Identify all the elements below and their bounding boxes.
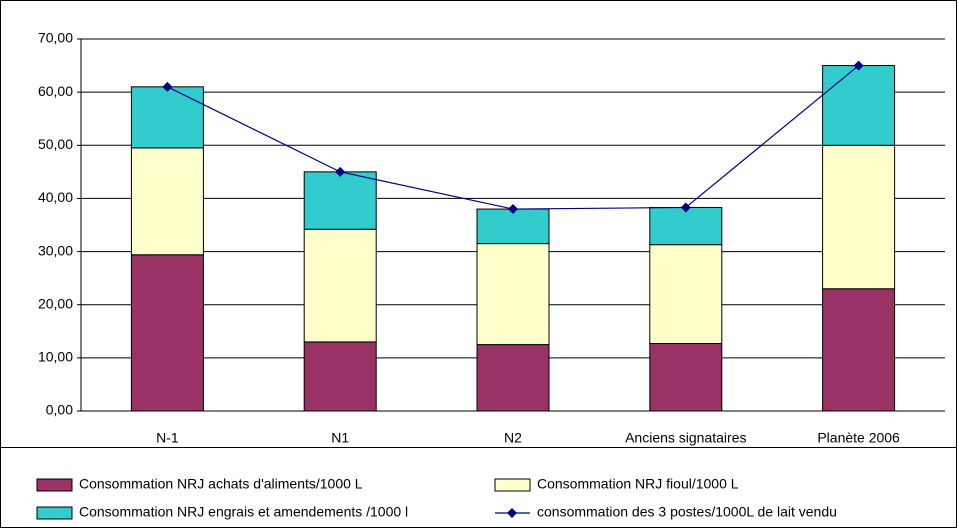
legend-label: consommation des 3 postes/1000L de lait … <box>537 504 837 520</box>
bar <box>130 254 204 412</box>
legend-marker <box>507 508 517 518</box>
x-tick-label: N-1 <box>156 430 179 446</box>
line-point <box>680 202 691 213</box>
bar <box>303 228 377 343</box>
bar <box>822 288 896 412</box>
bar <box>822 144 896 290</box>
y-tick-label: 70,00 <box>38 30 73 46</box>
legend-swatch <box>36 506 73 520</box>
legend-swatch <box>36 478 73 492</box>
bar <box>303 171 377 230</box>
line-point <box>335 166 346 177</box>
bar <box>303 341 377 412</box>
bar <box>130 86 204 149</box>
y-tick-label: 20,00 <box>38 295 73 311</box>
y-tick-label: 10,00 <box>38 349 73 365</box>
y-tick-label: 50,00 <box>38 136 73 152</box>
bar <box>649 206 723 246</box>
line-point <box>853 60 864 71</box>
bar <box>130 147 204 256</box>
bar <box>649 244 723 345</box>
bar <box>476 344 550 412</box>
legend-swatch <box>494 478 531 492</box>
legend-label: Consommation NRJ engrais et amendements … <box>79 504 408 520</box>
legend-label: Consommation NRJ achats d'aliments/1000 … <box>79 476 363 492</box>
x-tick-label: N1 <box>331 430 349 446</box>
bar <box>476 243 550 346</box>
y-tick-label: 60,00 <box>38 83 73 99</box>
x-tick-label: N2 <box>504 430 522 446</box>
y-tick-label: 0,00 <box>46 402 73 418</box>
line-point <box>162 81 173 92</box>
x-tick-label: Planète 2006 <box>817 430 900 446</box>
x-tick-label: Anciens signataires <box>625 430 746 446</box>
bar <box>822 65 896 146</box>
bar <box>649 343 723 412</box>
y-tick-label: 40,00 <box>38 189 73 205</box>
legend-label: Consommation NRJ fioul/1000 L <box>537 476 739 492</box>
y-tick-label: 30,00 <box>38 242 73 258</box>
bar <box>476 208 550 245</box>
line-point <box>508 204 518 215</box>
